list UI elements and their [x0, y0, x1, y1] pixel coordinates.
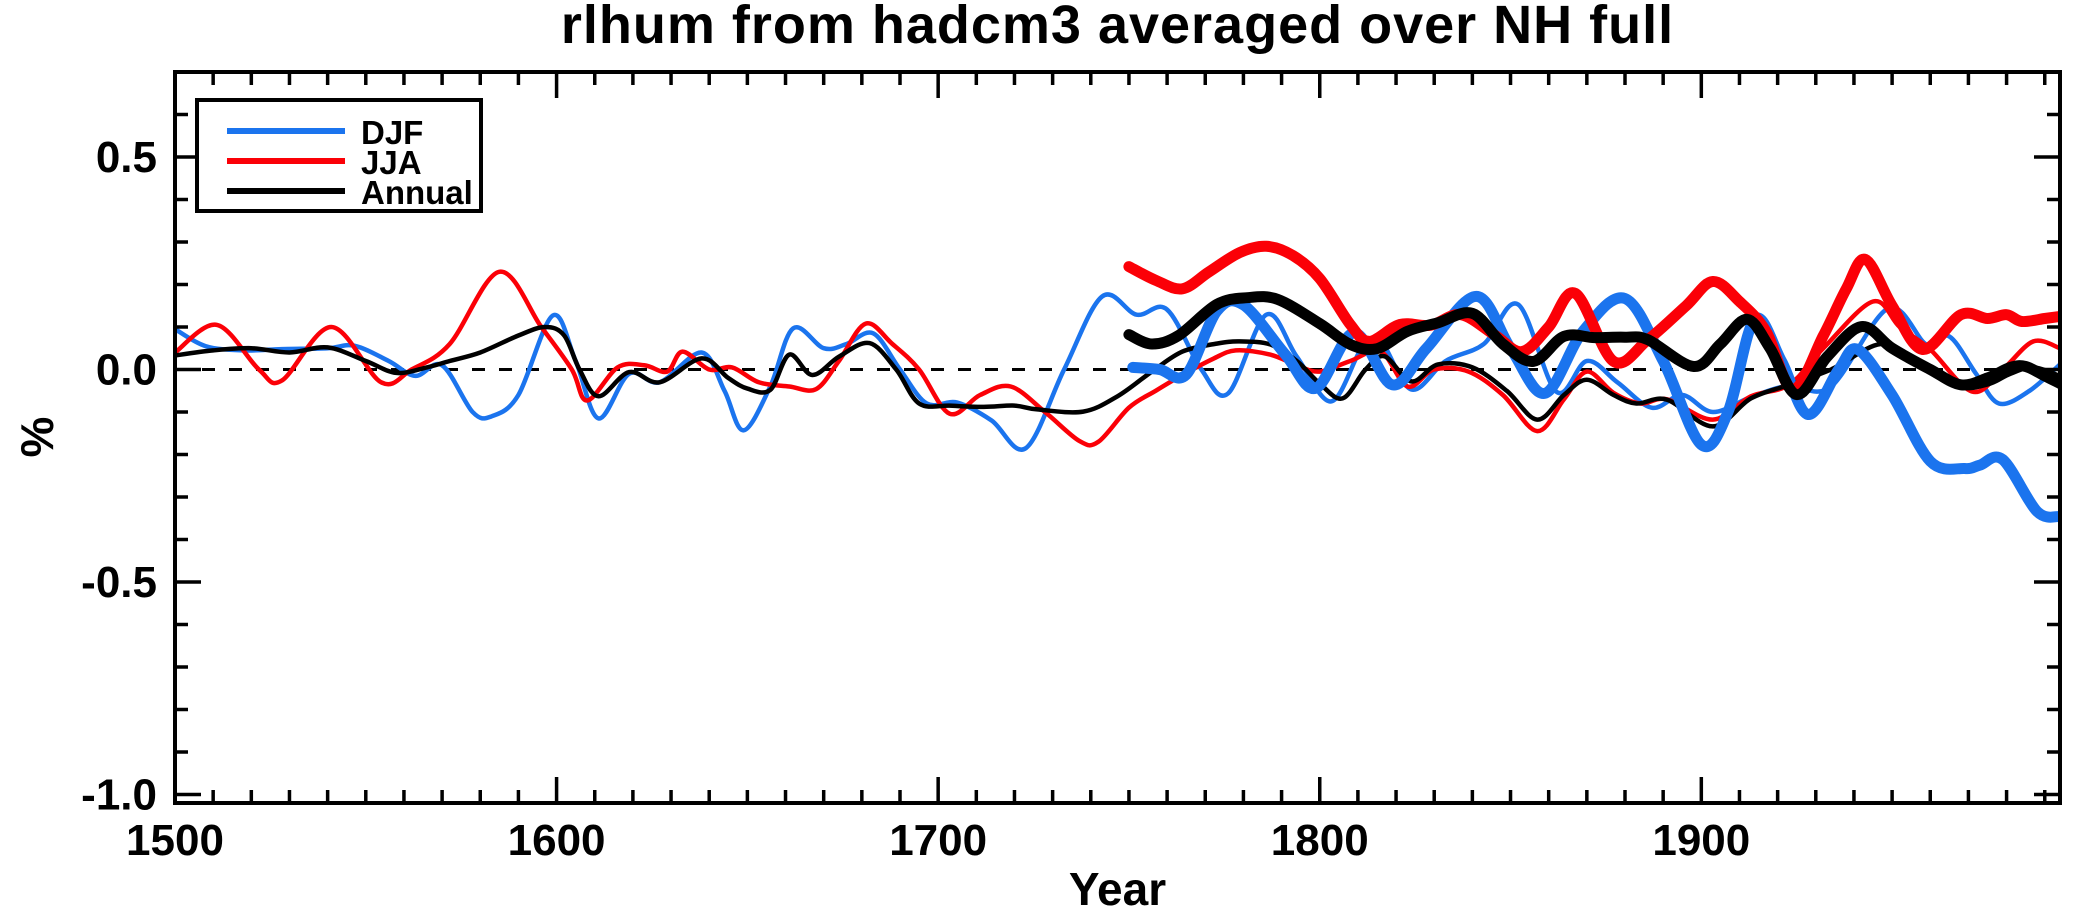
- tick-labels: 1500 1600 1700 1800 1900 0.5 0.0 -0.5 -1.0: [81, 133, 1750, 865]
- djf-line-swatch: [227, 128, 345, 134]
- x-tick-label: 1700: [889, 816, 987, 865]
- x-tick-label: 1500: [126, 816, 224, 865]
- legend-label-jja: JJA: [361, 144, 422, 181]
- legend-item-annual: Annual: [199, 174, 479, 211]
- x-tick-label: 1900: [1652, 816, 1750, 865]
- legend-box: DJF JJA Annual: [195, 98, 483, 213]
- y-tick-label: 0.5: [96, 133, 157, 182]
- series-path-jja-thick: [1123, 240, 2060, 395]
- y-axis-label: %: [11, 416, 63, 458]
- series-group: [175, 240, 2060, 523]
- annual-line-swatch: [227, 188, 345, 194]
- x-tick-label: 1600: [508, 816, 606, 865]
- plot-frame: [173, 70, 2062, 805]
- legend-label-annual: Annual: [361, 174, 473, 211]
- legend-label-djf: DJF: [361, 114, 424, 151]
- series-path-djf-thin: [175, 292, 2060, 452]
- axis-ticks: [173, 72, 2060, 803]
- jja-line-swatch: [227, 158, 345, 164]
- series-path-annual-thick: [1123, 291, 2060, 401]
- y-tick-label: -0.5: [81, 558, 157, 607]
- x-axis-label: Year: [1068, 863, 1167, 915]
- y-tick-label: 0.0: [96, 346, 157, 395]
- chart-title: rlhum from hadcm3 averaged over NH full: [560, 0, 1675, 55]
- legend-item-jja: JJA: [199, 144, 479, 181]
- legend-item-djf: DJF: [199, 114, 479, 151]
- x-tick-label: 1800: [1271, 816, 1369, 865]
- series-path-djf-thick: [1127, 290, 2060, 523]
- series-path-jja-thin: [175, 269, 2060, 448]
- y-tick-label: -1.0: [81, 771, 157, 820]
